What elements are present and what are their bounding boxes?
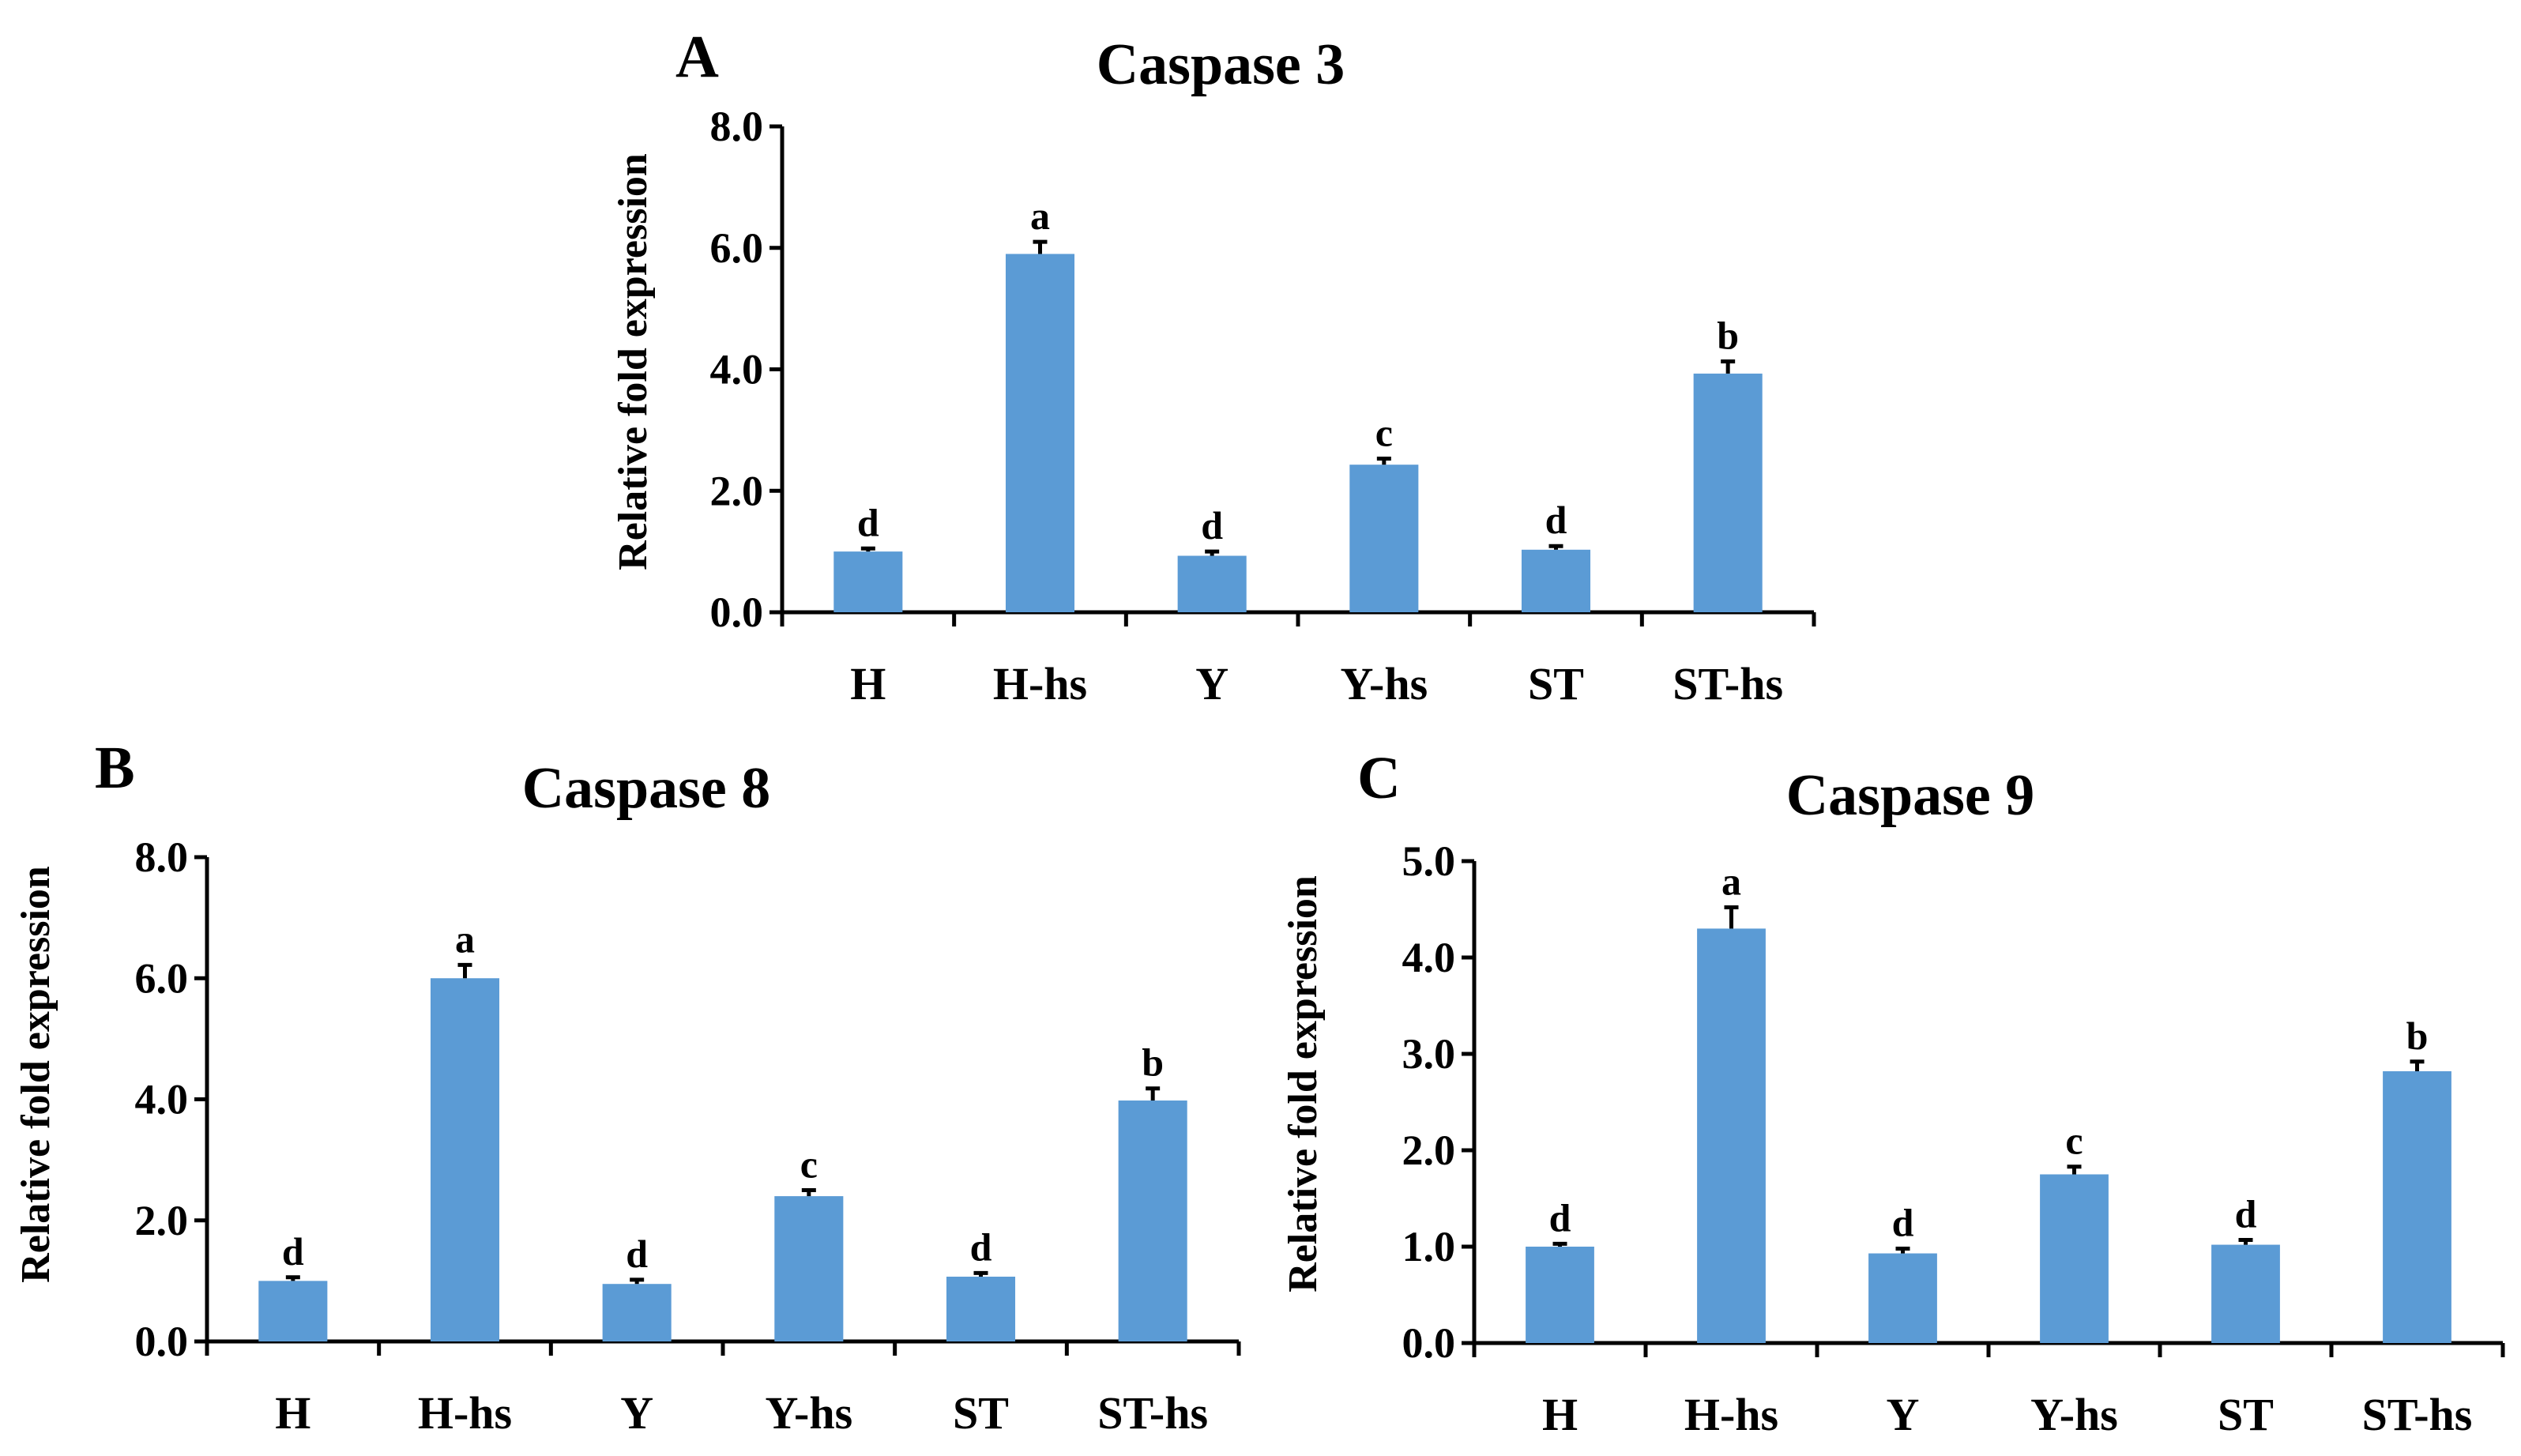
bar-y-hs bbox=[2040, 1174, 2109, 1343]
significance-label: c bbox=[800, 1142, 818, 1186]
y-ticks: 0.0 2.0 4.0 6.0 8.0 bbox=[710, 103, 782, 636]
x-tick-label: H-hs bbox=[993, 658, 1087, 709]
significance-label: a bbox=[1030, 194, 1050, 238]
bars: d a d c d b bbox=[258, 916, 1187, 1341]
y-axis-label: Relative fold expression bbox=[1281, 875, 1326, 1292]
significance-label: d bbox=[2235, 1191, 2257, 1236]
x-tick-label: ST bbox=[953, 1387, 1009, 1439]
significance-label: d bbox=[1549, 1195, 1571, 1240]
axes bbox=[780, 126, 1814, 615]
x-tick-label: H-hs bbox=[1684, 1389, 1778, 1440]
chart-title: Caspase 3 bbox=[1097, 32, 1345, 97]
significance-label: d bbox=[1892, 1200, 1914, 1244]
x-ticks: H H-hs Y Y-hs ST ST-hs bbox=[780, 612, 1816, 709]
x-tick-label: Y-hs bbox=[765, 1387, 852, 1439]
x-tick-label: ST bbox=[1528, 658, 1584, 709]
y-axis-label: Relative fold expression bbox=[13, 866, 58, 1283]
x-tick-label: H bbox=[850, 658, 886, 709]
x-tick-label: ST-hs bbox=[1097, 1387, 1208, 1439]
bar-y bbox=[602, 1284, 672, 1341]
chart-title: Caspase 8 bbox=[522, 756, 771, 821]
y-tick-label: 6.0 bbox=[135, 954, 189, 1002]
panel-letter-c: C bbox=[1357, 745, 1401, 811]
axes bbox=[205, 857, 1239, 1344]
y-tick-label: 2.0 bbox=[1402, 1127, 1456, 1174]
x-tick-label: Y bbox=[1195, 658, 1229, 709]
y-ticks: 0.0 1.0 2.0 3.0 4.0 5.0 bbox=[1402, 837, 1474, 1367]
y-tick-label: 0.0 bbox=[710, 589, 764, 636]
x-tick-label: ST-hs bbox=[2362, 1389, 2473, 1440]
axes bbox=[1472, 861, 2503, 1345]
significance-label: d bbox=[857, 500, 879, 544]
x-tick-label: ST-hs bbox=[1673, 658, 1783, 709]
bar-h-hs bbox=[1005, 254, 1075, 612]
y-tick-label: 4.0 bbox=[1402, 934, 1456, 981]
y-tick-label: 2.0 bbox=[710, 467, 764, 514]
bar-st bbox=[2211, 1244, 2280, 1343]
x-tick-label: Y-hs bbox=[2030, 1389, 2118, 1440]
x-tick-label: H-hs bbox=[418, 1387, 512, 1439]
bars: d a d c d b bbox=[833, 194, 1763, 612]
significance-label: d bbox=[282, 1229, 304, 1274]
y-tick-label: 2.0 bbox=[135, 1197, 189, 1244]
panel-letter-b: B bbox=[95, 735, 135, 801]
bar-st-hs bbox=[1693, 373, 1763, 612]
y-tick-label: 3.0 bbox=[1402, 1030, 1456, 1078]
y-tick-label: 5.0 bbox=[1402, 837, 1456, 885]
bar-y bbox=[1868, 1253, 1937, 1343]
x-tick-label: Y bbox=[620, 1387, 653, 1439]
x-ticks: H H-hs Y Y-hs ST ST-hs bbox=[1472, 1343, 2505, 1440]
bars: d a d c d b bbox=[1526, 860, 2451, 1343]
significance-label: c bbox=[2065, 1119, 2083, 1163]
bar-st bbox=[946, 1277, 1016, 1341]
bar-h bbox=[833, 551, 903, 612]
x-tick-label: H bbox=[1542, 1389, 1578, 1440]
y-tick-label: 6.0 bbox=[710, 224, 764, 272]
bar-y-hs bbox=[1349, 465, 1419, 612]
bar-st-hs bbox=[2383, 1070, 2451, 1343]
bar-h-hs bbox=[1697, 928, 1766, 1343]
y-ticks: 0.0 2.0 4.0 6.0 8.0 bbox=[135, 833, 207, 1365]
y-tick-label: 8.0 bbox=[710, 103, 764, 150]
significance-label: d bbox=[1545, 498, 1567, 542]
x-tick-label: ST bbox=[2218, 1389, 2274, 1440]
significance-label: b bbox=[1142, 1040, 1164, 1085]
significance-label: a bbox=[1721, 860, 1741, 904]
y-tick-label: 1.0 bbox=[1402, 1223, 1456, 1270]
y-tick-label: 4.0 bbox=[135, 1076, 189, 1123]
y-axis-label: Relative fold expression bbox=[611, 153, 656, 570]
y-tick-label: 0.0 bbox=[1402, 1319, 1456, 1367]
significance-label: c bbox=[1375, 411, 1393, 455]
chart-panel-caspase-3: A Caspase 3 Relative fold expression 0.0… bbox=[611, 24, 1816, 709]
y-tick-label: 4.0 bbox=[710, 346, 764, 393]
significance-label: d bbox=[1201, 503, 1223, 547]
x-ticks: H H-hs Y Y-hs ST ST-hs bbox=[205, 1341, 1241, 1439]
bar-h bbox=[258, 1281, 328, 1341]
significance-label: d bbox=[970, 1225, 992, 1269]
bar-y-hs bbox=[774, 1196, 844, 1341]
bar-st-hs bbox=[1118, 1100, 1187, 1341]
y-tick-label: 8.0 bbox=[135, 833, 189, 881]
y-tick-label: 0.0 bbox=[135, 1318, 189, 1365]
significance-label: a bbox=[455, 916, 475, 961]
bar-y bbox=[1177, 555, 1247, 612]
x-tick-label: Y-hs bbox=[1340, 658, 1428, 709]
bar-st bbox=[1521, 549, 1591, 612]
chart-title: Caspase 9 bbox=[1786, 763, 2035, 828]
x-tick-label: Y bbox=[1887, 1389, 1920, 1440]
significance-label: d bbox=[626, 1232, 648, 1276]
panel-letter-a: A bbox=[675, 24, 719, 90]
significance-label: b bbox=[2406, 1014, 2429, 1058]
significance-label: b bbox=[1717, 314, 1739, 358]
chart-panel-caspase-8: B Caspase 8 Relative fold expression 0.0… bbox=[13, 735, 1241, 1439]
bar-h bbox=[1526, 1247, 1594, 1343]
x-tick-label: H bbox=[275, 1387, 310, 1439]
bar-h-hs bbox=[430, 978, 500, 1341]
chart-panel-caspase-9: C Caspase 9 Relative fold expression 0.0… bbox=[1281, 745, 2505, 1440]
